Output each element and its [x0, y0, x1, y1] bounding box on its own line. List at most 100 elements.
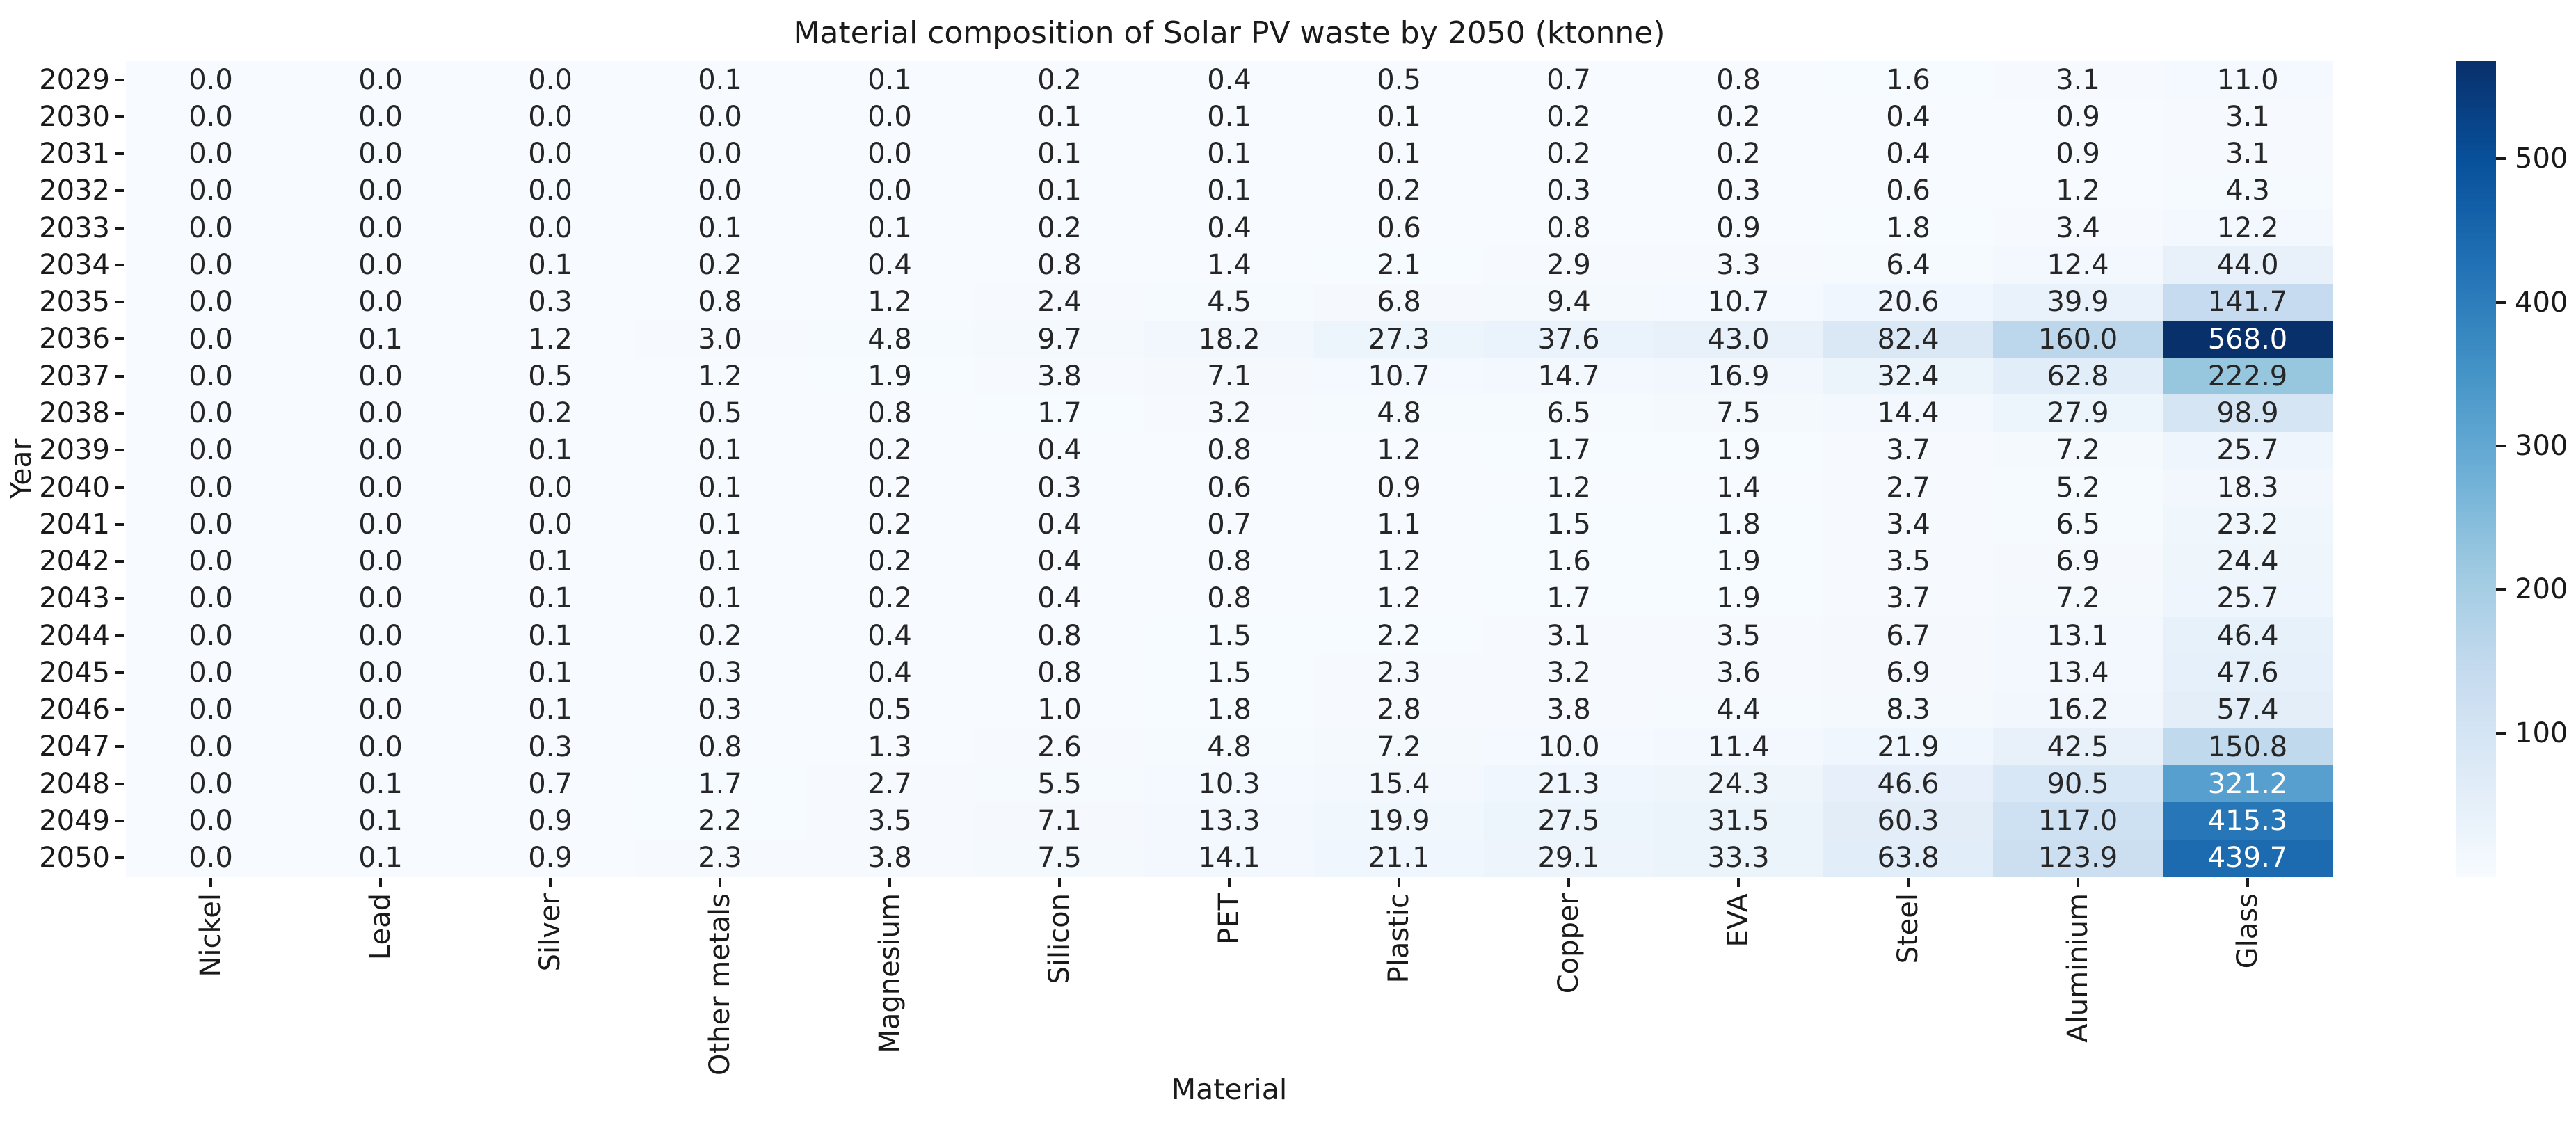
heatmap-cell-2049-plastic: 19.9 [1314, 802, 1484, 840]
heatmap-cell-2045-aluminium: 13.4 [1993, 654, 2163, 692]
heatmap-cell-2045-copper: 3.2 [1484, 654, 1654, 692]
heatmap-cell-2046-silicon: 1.0 [975, 691, 1144, 728]
heatmap-cell-2042-copper: 1.6 [1484, 543, 1654, 580]
heatmap-cell-2032-aluminium: 1.2 [1993, 172, 2163, 210]
ytick-label-2036: 2036 [39, 323, 110, 355]
heatmap-cell-2029-silicon: 0.2 [975, 61, 1144, 99]
xtick-mark [1737, 878, 1740, 887]
xtick-label-plastic: Plastic [1383, 893, 1415, 984]
xtick-label-copper: Copper [1553, 893, 1585, 994]
ytick-2034: 2034 [0, 246, 124, 283]
heatmap-cell-2034-copper: 2.9 [1484, 246, 1654, 284]
heatmap-cell-2037-pet: 7.1 [1144, 358, 1314, 395]
ytick-mark [115, 189, 124, 193]
heatmap-cell-2047-other-metals: 0.8 [635, 728, 805, 766]
heatmap-cell-2050-silicon: 7.5 [975, 839, 1144, 877]
ytick-2037: 2037 [0, 358, 124, 394]
heatmap-cell-2031-silicon: 0.1 [975, 135, 1144, 173]
heatmap-cell-2036-glass: 568.0 [2163, 320, 2333, 358]
colorbar-tick-mark-300 [2496, 444, 2506, 447]
heatmap-cell-2049-nickel: 0.0 [126, 802, 296, 840]
heatmap-cell-2036-copper: 37.6 [1484, 320, 1654, 358]
heatmap-cell-2030-silver: 0.0 [465, 98, 635, 136]
xtick-label-glass: Glass [2232, 893, 2264, 969]
heatmap-cell-2036-pet: 18.2 [1144, 320, 1314, 358]
ytick-mark [115, 597, 124, 600]
heatmap-cell-2043-nickel: 0.0 [126, 580, 296, 618]
heatmap-cell-2041-copper: 1.5 [1484, 506, 1654, 543]
heatmap-cell-2046-aluminium: 16.2 [1993, 691, 2163, 728]
heatmap-cell-2038-silicon: 1.7 [975, 394, 1144, 432]
heatmap-cell-2029-other-metals: 0.1 [635, 61, 805, 99]
heatmap-cell-2042-silicon: 0.4 [975, 543, 1144, 580]
heatmap-cell-2042-aluminium: 6.9 [1993, 543, 2163, 580]
ytick-mark [115, 486, 124, 489]
ytick-mark [115, 374, 124, 378]
heatmap-cell-2044-glass: 46.4 [2163, 617, 2333, 655]
heatmap-cell-2049-silver: 0.9 [465, 802, 635, 840]
heatmap-cell-2043-plastic: 1.2 [1314, 580, 1484, 618]
heatmap-cell-2038-lead: 0.0 [296, 394, 465, 432]
heatmap-cell-2031-eva: 0.2 [1654, 135, 1823, 173]
heatmap-cell-2036-silver: 1.2 [465, 320, 635, 358]
heatmap-cell-2038-glass: 98.9 [2163, 394, 2333, 432]
heatmap-cell-2035-other-metals: 0.8 [635, 283, 805, 321]
heatmap-cell-2047-nickel: 0.0 [126, 728, 296, 766]
heatmap-cell-2037-steel: 32.4 [1823, 358, 1993, 395]
heatmap-cell-2034-aluminium: 12.4 [1993, 246, 2163, 284]
xtick-aluminium: Aluminium [1993, 877, 2163, 1113]
heatmap-cell-2040-copper: 1.2 [1484, 469, 1654, 506]
heatmap-cell-2035-lead: 0.0 [296, 283, 465, 321]
heatmap-cell-2050-aluminium: 123.9 [1993, 839, 2163, 877]
ytick-mark [115, 226, 124, 230]
heatmap-cell-2044-eva: 3.5 [1654, 617, 1823, 655]
heatmap-cell-2035-eva: 10.7 [1654, 283, 1823, 321]
ytick-2035: 2035 [0, 284, 124, 321]
ytick-label-2048: 2048 [39, 767, 110, 800]
ytick-2045: 2045 [0, 654, 124, 691]
heatmap-cell-2039-lead: 0.0 [296, 431, 465, 469]
heatmap-cell-2041-lead: 0.0 [296, 506, 465, 543]
heatmap-cell-2036-lead: 0.1 [296, 320, 465, 358]
heatmap-cell-2042-lead: 0.0 [296, 543, 465, 580]
heatmap-cell-2030-lead: 0.0 [296, 98, 465, 136]
heatmap-cell-2048-lead: 0.1 [296, 765, 465, 803]
heatmap-cell-2043-copper: 1.7 [1484, 580, 1654, 618]
xtick-glass: Glass [2163, 877, 2333, 1113]
ytick-2032: 2032 [0, 173, 124, 209]
heatmap-cell-2036-steel: 82.4 [1823, 320, 1993, 358]
ytick-label-2033: 2033 [39, 211, 110, 244]
heatmap-cell-2040-steel: 2.7 [1823, 469, 1993, 506]
heatmap-cell-2034-silver: 0.1 [465, 246, 635, 284]
xtick-label-magnesium: Magnesium [874, 893, 906, 1054]
heatmap-cell-2040-plastic: 0.9 [1314, 469, 1484, 506]
ytick-mark [115, 301, 124, 304]
ytick-2046: 2046 [0, 692, 124, 728]
heatmap-cell-2029-silver: 0.0 [465, 61, 635, 99]
heatmap-cell-2032-lead: 0.0 [296, 172, 465, 210]
heatmap-cell-2032-nickel: 0.0 [126, 172, 296, 210]
x-axis-label: Material [1171, 1073, 1288, 1106]
ytick-mark [115, 745, 124, 749]
y-axis-tick-labels: 2029 2030 2031 2032 2033 2034 2035 2036 2037 2038… [0, 61, 124, 877]
xtick-mark [888, 878, 891, 887]
heatmap-cell-2046-steel: 8.3 [1823, 691, 1993, 728]
heatmap-cell-2034-glass: 44.0 [2163, 246, 2333, 284]
heatmap-cell-2044-steel: 6.7 [1823, 617, 1993, 655]
ytick-mark [115, 708, 124, 712]
heatmap-cell-2033-plastic: 0.6 [1314, 209, 1484, 247]
heatmap-cell-2034-silicon: 0.8 [975, 246, 1144, 284]
heatmap-cell-2030-silicon: 0.1 [975, 98, 1144, 136]
colorbar-tick-mark-500 [2496, 157, 2506, 161]
colorbar-tick-label-400: 400 [2515, 286, 2568, 319]
heatmap-cell-2048-eva: 24.3 [1654, 765, 1823, 803]
heatmap-cell-2032-other-metals: 0.0 [635, 172, 805, 210]
ytick-mark [115, 560, 124, 564]
heatmap-cell-2031-silver: 0.0 [465, 135, 635, 173]
heatmap-cell-2037-aluminium: 62.8 [1993, 358, 2163, 395]
heatmap-cell-2045-eva: 3.6 [1654, 654, 1823, 692]
heatmap-cell-2032-eva: 0.3 [1654, 172, 1823, 210]
heatmap-cell-2047-copper: 10.0 [1484, 728, 1654, 766]
heatmap-cell-2038-pet: 3.2 [1144, 394, 1314, 432]
heatmap-cell-2045-pet: 1.5 [1144, 654, 1314, 692]
